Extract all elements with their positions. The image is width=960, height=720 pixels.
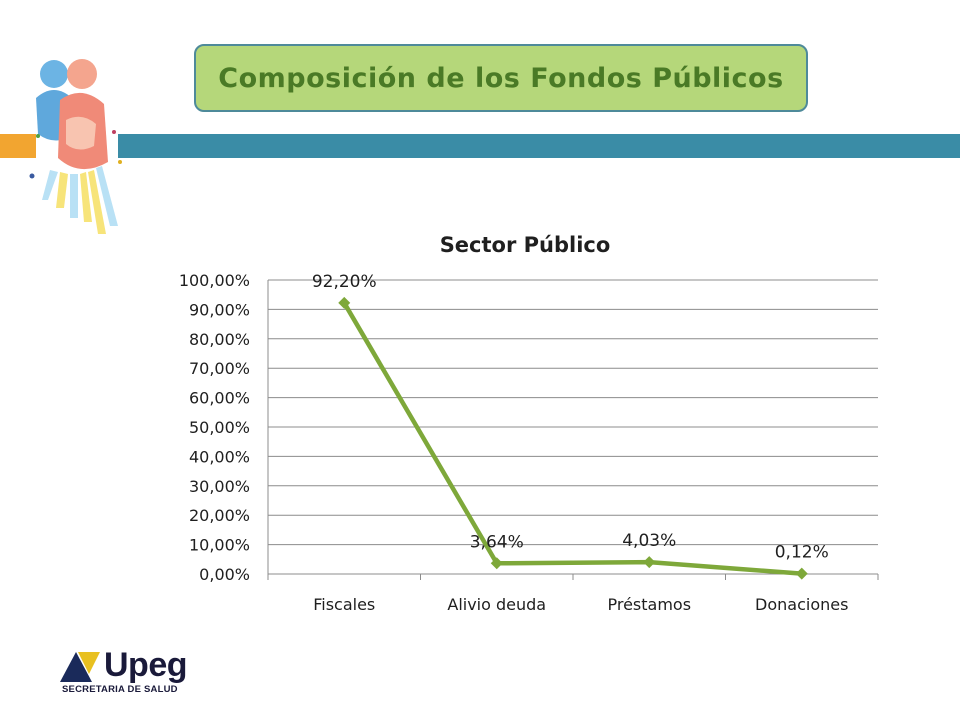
slide-title: Composición de los Fondos Públicos: [218, 62, 784, 94]
family-illustration: [29, 59, 122, 234]
y-tick-label: 0,00%: [199, 565, 250, 584]
y-tick-label: 70,00%: [189, 359, 250, 378]
data-label: 0,12%: [775, 543, 829, 563]
upeg-logo: Upeg SECRETARIA DE SALUD: [60, 646, 208, 696]
data-point-marker: [490, 557, 503, 570]
gridlines: [267, 279, 878, 575]
series-line: [342, 301, 802, 576]
x-tick-label: Alivio deuda: [447, 595, 546, 614]
y-tick-label: 100,00%: [179, 271, 250, 290]
series-group: [338, 296, 808, 580]
y-tick-label: 80,00%: [189, 330, 250, 349]
x-tick-label: Donaciones: [755, 595, 848, 614]
paper-strips: [42, 166, 118, 234]
y-tick-label: 40,00%: [189, 447, 250, 466]
data-label: 3,64%: [470, 532, 524, 552]
data-label: 92,20%: [312, 272, 377, 292]
logo-word: Upeg: [104, 646, 188, 684]
y-tick-label: 60,00%: [189, 389, 250, 408]
y-tick-label: 20,00%: [189, 506, 250, 525]
data-label: 4,03%: [622, 531, 676, 551]
header-band-orange: [0, 134, 36, 158]
slide-title-box: Composición de los Fondos Públicos: [194, 44, 808, 112]
x-tick-label: Fiscales: [313, 595, 375, 614]
logo-triangle-icon: [60, 652, 100, 682]
data-point-marker: [795, 567, 808, 580]
logo-subtitle: SECRETARIA DE SALUD: [62, 684, 178, 695]
data-labels: 92,20% 3,64% 4,03% 0,12%: [312, 272, 829, 563]
data-point-marker: [338, 296, 351, 309]
y-tick-label: 30,00%: [189, 477, 250, 496]
x-axis-ticks: Fiscales Alivio deuda Préstamos Donaciones: [267, 574, 879, 614]
data-point-marker: [643, 556, 656, 569]
chart-title: Sector Público: [440, 233, 611, 257]
header-band-teal: [118, 134, 960, 158]
x-tick-label: Préstamos: [607, 595, 691, 614]
y-tick-label: 50,00%: [189, 418, 250, 437]
y-tick-label: 10,00%: [189, 536, 250, 555]
y-tick-label: 90,00%: [189, 300, 250, 319]
y-axis-ticks: 0,00% 10,00% 20,00% 30,00% 40,00% 50,00% 60,00…: [179, 271, 250, 584]
